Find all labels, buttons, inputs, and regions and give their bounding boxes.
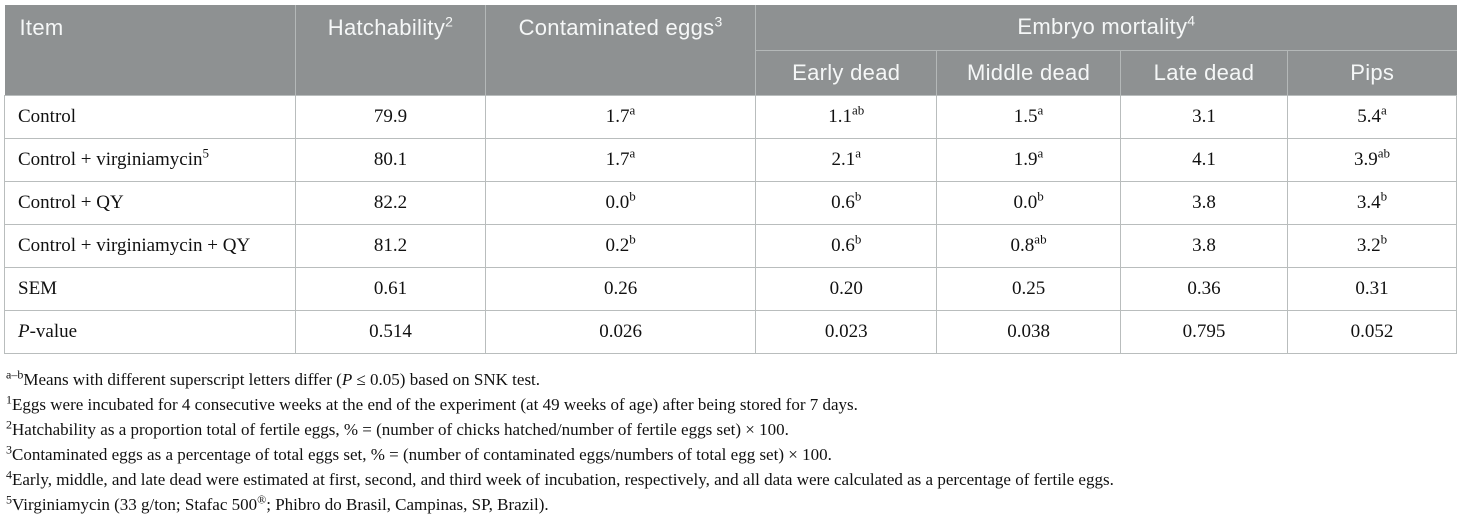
data-cell: 0.0b <box>484 180 757 225</box>
data-cell: 1.5a <box>936 94 1121 139</box>
significance-superscript: a <box>1037 145 1044 161</box>
data-cell: 0.052 <box>1286 309 1458 354</box>
col-header-early-dead: Early dead <box>755 49 937 95</box>
header-row-sub: Early dead Middle dead Late dead Pips <box>5 49 1457 95</box>
data-cell: 3.8 <box>1119 223 1288 268</box>
significance-superscript: b <box>629 231 636 247</box>
row-label: P-value <box>3 309 297 354</box>
data-cell: 80.1 <box>295 137 486 182</box>
footnote-line: 1Eggs were incubated for 4 consecutive w… <box>6 391 858 414</box>
col-header-embryo-mortality: Embryo mortality4 <box>755 5 1457 50</box>
significance-superscript: a <box>1380 102 1387 118</box>
data-cell: 0.20 <box>755 266 938 311</box>
col-header-middle-dead: Middle dead <box>936 49 1121 95</box>
significance-superscript: a <box>855 145 861 161</box>
significance-superscript: a <box>629 145 636 161</box>
data-cell: 3.1 <box>1119 94 1288 139</box>
data-cell: 3.4b <box>1286 180 1458 225</box>
data-cell: 1.1ab <box>755 94 938 139</box>
data-cell: 0.795 <box>1119 309 1288 354</box>
col-header-hatchability: Hatchability2 <box>295 5 486 95</box>
data-cell: 0.038 <box>936 309 1121 354</box>
results-table: Item Hatchability2 Contaminated eggs3 Em… <box>3 5 1458 354</box>
data-cell: 1.9a <box>936 137 1121 182</box>
table-header: Item Hatchability2 Contaminated eggs3 Em… <box>4 5 1457 95</box>
data-cell: 79.9 <box>295 94 486 139</box>
header-row-main: Item Hatchability2 Contaminated eggs3 Em… <box>4 5 1457 95</box>
data-cell: 0.36 <box>1119 266 1288 311</box>
footnote-line: 5Virginiamycin (33 g/ton; Stafac 500®; P… <box>6 491 549 514</box>
significance-superscript: b <box>1380 231 1388 247</box>
data-cell: 0.026 <box>484 309 757 354</box>
col-header-contaminated-eggs-label: Contaminated eggs <box>518 15 715 40</box>
col-header-item: Item <box>4 5 296 95</box>
significance-superscript: a <box>1037 102 1044 118</box>
footnote-line: a–bMeans with different superscript lett… <box>6 366 541 389</box>
col-header-hatchability-label: Hatchability <box>327 15 446 40</box>
table-row: Control + QY 82.2 0.0b 0.6b 0.0b 3.8 3.4b <box>3 180 1458 225</box>
data-cell: 2.1a <box>755 137 938 182</box>
col-header-late-dead: Late dead <box>1119 49 1288 95</box>
footnotes: a–bMeans with different superscript lett… <box>4 354 1457 517</box>
footnote-marker: 4 <box>1187 12 1196 29</box>
data-cell: 81.2 <box>295 223 486 268</box>
data-cell: 0.6b <box>755 223 938 268</box>
data-cell: 4.1 <box>1119 137 1288 182</box>
row-label: Control + virginiamycin + QY <box>3 223 297 268</box>
footnote-line: 4Early, middle, and late dead were estim… <box>6 466 1114 489</box>
table-row: P-value 0.514 0.026 0.023 0.038 0.795 0.052 <box>3 309 1458 354</box>
significance-superscript: b <box>629 188 636 204</box>
data-cell: 0.6b <box>755 180 938 225</box>
footnote-line: 2Hatchability as a proportion total of f… <box>6 416 789 439</box>
significance-superscript: a <box>629 102 636 118</box>
table-row: Control + virginiamycin + QY 81.2 0.2b 0.6b… <box>3 223 1458 268</box>
significance-superscript: ab <box>1034 231 1047 247</box>
row-label: Control + virginiamycin5 <box>3 137 297 182</box>
significance-superscript: b <box>854 231 862 247</box>
data-cell: 3.9ab <box>1286 137 1458 182</box>
data-cell: 82.2 <box>295 180 486 225</box>
significance-superscript: ab <box>1377 145 1390 161</box>
footnote-line: 3Contaminated eggs as a percentage of to… <box>6 441 832 464</box>
data-cell: 0.61 <box>295 266 486 311</box>
row-label: Control <box>3 94 297 139</box>
table-row: Control + virginiamycin5 80.1 1.7a 2.1a 1.9a… <box>3 137 1458 182</box>
row-label: Control + QY <box>3 180 297 225</box>
data-cell: 0.514 <box>295 309 486 354</box>
col-header-contaminated-eggs: Contaminated eggs3 <box>484 5 756 95</box>
col-header-pips: Pips <box>1286 49 1457 95</box>
footnote-marker: 5 <box>202 145 210 161</box>
data-cell: 3.2b <box>1286 223 1458 268</box>
col-header-item-label: Item <box>19 15 64 40</box>
data-cell: 1.7a <box>484 94 757 139</box>
col-header-embryo-mortality-label: Embryo mortality <box>1017 14 1188 40</box>
data-cell: 0.8ab <box>936 223 1121 268</box>
significance-superscript: ab <box>851 102 865 118</box>
significance-superscript: b <box>854 188 862 204</box>
data-cell: 3.8 <box>1119 180 1288 225</box>
significance-superscript: b <box>1037 188 1044 204</box>
data-cell: 0.023 <box>755 309 938 354</box>
data-cell: 1.7a <box>484 137 757 182</box>
data-cell: 0.2b <box>484 223 757 268</box>
data-cell: 0.26 <box>484 266 757 311</box>
table-body: Control 79.9 1.7a 1.1ab 1.5a 3.1 5.4a Control +… <box>3 94 1458 354</box>
data-cell: 0.0b <box>936 180 1121 225</box>
table-row: Control 79.9 1.7a 1.1ab 1.5a 3.1 5.4a <box>3 94 1458 139</box>
data-cell: 0.31 <box>1286 266 1458 311</box>
footnote-marker: 2 <box>445 13 454 30</box>
data-cell: 5.4a <box>1286 94 1458 139</box>
significance-superscript: b <box>1380 188 1388 204</box>
data-cell: 0.25 <box>936 266 1121 311</box>
table-row: SEM 0.61 0.26 0.20 0.25 0.36 0.31 <box>3 266 1458 311</box>
row-label: SEM <box>3 266 297 311</box>
footnote-marker: 3 <box>714 13 723 30</box>
